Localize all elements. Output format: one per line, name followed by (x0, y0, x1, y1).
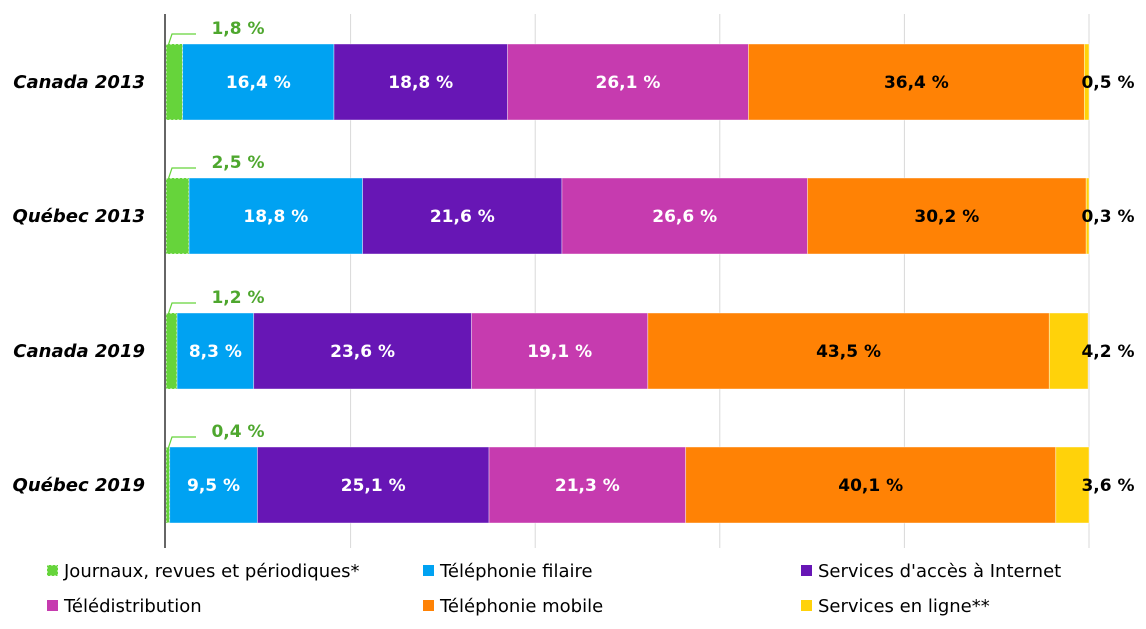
data-label: 2,5 % (211, 153, 264, 173)
data-label: 30,2 % (914, 207, 979, 227)
legend-label: Téléphonie mobile (439, 596, 603, 617)
data-label: 9,5 % (187, 476, 240, 496)
data-label: 43,5 % (816, 342, 881, 362)
data-label: 0,5 % (1081, 73, 1134, 93)
data-label: 25,1 % (341, 476, 406, 496)
leader-line (167, 436, 196, 450)
data-label: 18,8 % (243, 207, 308, 227)
legend-swatch (801, 565, 812, 576)
bar-segment (1055, 446, 1090, 524)
legend-swatch (423, 600, 434, 611)
bar-segment (256, 446, 490, 524)
legend-label: Services d'accès à Internet (818, 561, 1061, 582)
bar-segment (176, 312, 255, 390)
data-label: 3,6 % (1081, 476, 1134, 496)
category-label: Québec 2013 (13, 206, 145, 227)
bar-segment (807, 177, 1087, 255)
bar-segment (488, 446, 687, 524)
bar-segment (471, 312, 649, 390)
category-label: Canada 2019 (13, 341, 145, 362)
bar-segment (165, 43, 184, 121)
leader-line (167, 33, 196, 47)
legend-swatch (47, 600, 58, 611)
bar-segment (1083, 43, 1090, 121)
bar-segment (333, 43, 508, 121)
category-label: Canada 2013 (13, 72, 145, 93)
data-label: 1,8 % (211, 19, 264, 39)
data-label: 4,2 % (1081, 342, 1134, 362)
data-label: 26,6 % (652, 207, 717, 227)
data-label: 26,1 % (596, 73, 661, 93)
legend-label: Journaux, revues et périodiques* (63, 561, 360, 582)
bar-segment (165, 312, 178, 390)
data-label: 1,2 % (211, 288, 264, 308)
bar-segment (647, 312, 1050, 390)
legend-swatch (423, 565, 434, 576)
bars (165, 43, 1090, 524)
bar-segment (748, 43, 1085, 121)
bar-segment (165, 446, 171, 524)
data-label: 23,6 % (330, 342, 395, 362)
legend-swatch (46, 564, 59, 577)
bar-segment (685, 446, 1057, 524)
data-label: 0,4 % (211, 422, 264, 442)
legend-swatch (801, 600, 812, 611)
data-label: 18,8 % (388, 73, 453, 93)
legend-label: Télédistribution (63, 596, 202, 617)
bar-segment (362, 177, 563, 255)
data-label: 40,1 % (838, 476, 903, 496)
legend-label: Téléphonie filaire (439, 561, 593, 582)
data-label: 36,4 % (884, 73, 949, 93)
bar-segment (1048, 312, 1089, 390)
bar-segment (188, 177, 363, 255)
bar-segment (165, 177, 190, 255)
data-label: 8,3 % (189, 342, 242, 362)
legend-label: Services en ligne** (818, 596, 990, 617)
bar-segment (253, 312, 472, 390)
value-labels: 1,8 % 16,4 % 18,8 % 26,1 % 36,4 % 0,5 % 2,5 % 1… (167, 19, 1135, 496)
data-label: 0,3 % (1081, 207, 1134, 227)
bar-segment (182, 43, 335, 121)
bar-segment (507, 43, 749, 121)
data-label: 19,1 % (527, 342, 592, 362)
category-labels: Canada 2013 Québec 2013 Canada 2019 Québec … (13, 72, 145, 496)
data-label: 21,6 % (430, 207, 495, 227)
category-label: Québec 2019 (13, 475, 145, 496)
data-label: 16,4 % (226, 73, 291, 93)
bar-segment (561, 177, 808, 255)
leader-line (167, 167, 196, 181)
data-label: 21,3 % (555, 476, 620, 496)
legend: Journaux, revues et périodiques* Téléphon… (46, 561, 1061, 617)
leader-line (167, 302, 196, 316)
bar-segment (1085, 177, 1090, 255)
